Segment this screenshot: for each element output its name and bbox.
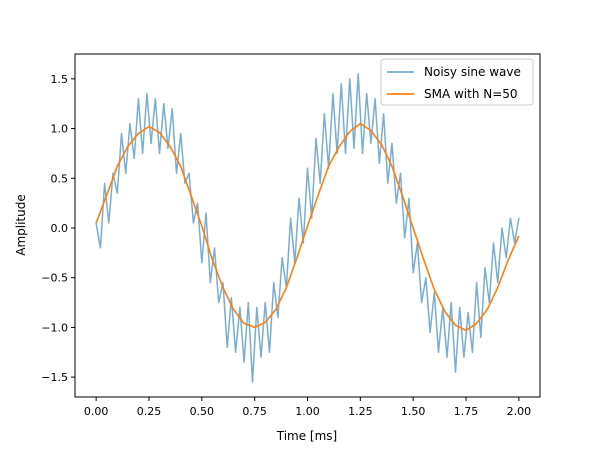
y-tick-label: 1.0 xyxy=(51,123,69,136)
y-tick-label: −1.0 xyxy=(41,321,68,334)
series-line-noisy-sine-wave xyxy=(95,73,520,383)
x-axis-label: Time [ms] xyxy=(276,429,338,443)
x-tick-label: 1.50 xyxy=(401,405,426,418)
x-tick-label: 1.75 xyxy=(454,405,479,418)
legend-label-noisy: Noisy sine wave xyxy=(424,65,521,79)
y-tick-label: 0.0 xyxy=(51,222,69,235)
x-tick-label: 0.50 xyxy=(190,405,215,418)
x-tick-label: 0.25 xyxy=(137,405,162,418)
y-axis-label: Amplitude xyxy=(14,194,28,256)
y-tick-label: −0.5 xyxy=(41,272,68,285)
y-tick-label: 1.5 xyxy=(51,73,69,86)
x-tick-label: 0.75 xyxy=(242,405,267,418)
y-axis: −1.5 −1.0 −0.5 0.0 0.5 1.0 1.5 xyxy=(41,73,75,384)
x-tick-label: 1.00 xyxy=(295,405,320,418)
x-tick-label: 0.00 xyxy=(84,405,109,418)
series-line-sma xyxy=(95,122,520,332)
legend-label-sma: SMA with N=50 xyxy=(424,87,518,101)
legend-box xyxy=(380,58,534,106)
x-axis: 0.00 0.25 0.50 0.75 1.00 1.25 1.50 1.75 2.00 xyxy=(84,397,531,418)
legend: Noisy sine wave SMA with N=50 xyxy=(380,58,534,106)
y-tick-label: −1.5 xyxy=(41,371,68,384)
x-tick-label: 2.00 xyxy=(507,405,532,418)
y-tick-label: 0.5 xyxy=(51,172,69,185)
series-layer xyxy=(95,73,520,383)
x-tick-label: 1.25 xyxy=(348,405,373,418)
